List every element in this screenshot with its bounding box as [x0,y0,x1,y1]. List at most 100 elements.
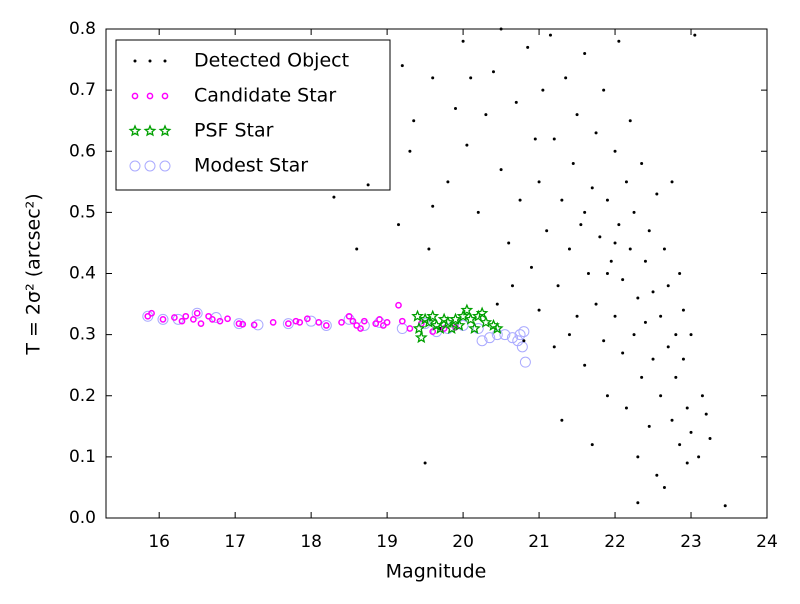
data-point [472,323,484,335]
data-point [519,356,531,368]
data-point [516,341,528,353]
data-point [157,313,169,325]
data-point [651,290,655,294]
x-tick-label: 18 [300,532,322,552]
data-point [252,319,264,331]
data-point [613,241,617,245]
data-point [376,315,383,323]
data-point [700,394,704,398]
data-point [468,321,481,334]
data-point [239,320,247,328]
data-point [514,100,518,104]
data-point [564,76,568,80]
data-point [366,183,370,187]
data-point [617,39,621,43]
data-point [461,39,465,43]
x-tick-label: 21 [528,532,550,552]
data-point [659,394,663,398]
legend-box [115,39,391,191]
data-point [178,317,186,325]
data-point [689,430,693,434]
data-point [643,259,647,263]
data-point [446,180,450,184]
data-point [632,210,636,214]
data-point [647,424,651,428]
data-point [476,335,488,347]
data-point [545,229,549,233]
y-tick-label: 0.8 [69,19,96,39]
data-point [476,210,480,214]
data-point [529,265,533,269]
data-point [632,333,636,337]
data-point [349,317,357,325]
data-point [441,315,455,328]
data-point [507,241,511,245]
data-point [697,455,701,459]
data-point [624,406,628,410]
legend-marker [161,92,169,100]
data-point [541,88,545,92]
data-point [355,247,359,251]
data-point [414,330,428,344]
data-point [613,314,617,318]
x-tick-label: 20 [452,532,474,552]
data-point [662,247,666,251]
data-point [224,315,231,323]
data-point [621,351,625,355]
data-point [548,33,552,37]
data-point [332,195,336,199]
data-point [429,328,437,335]
data-point [636,501,640,505]
y-tick-label: 0.4 [69,264,96,284]
data-point [479,315,493,328]
data-point [490,321,504,334]
data-point [427,247,431,251]
data-point [605,394,609,398]
data-point [659,314,663,318]
legend-marker [133,59,137,63]
data-point [636,455,640,459]
data-point [282,318,294,330]
data-point [628,247,632,251]
data-point [605,198,609,202]
y-tick-label: 0.5 [69,202,96,222]
data-point [510,284,514,288]
data-point [605,272,609,275]
x-tick-label: 19 [376,532,398,552]
data-point [303,315,311,323]
data-point [670,180,674,184]
x-tick-label: 17 [224,532,246,552]
x-tick-label: 23 [680,532,702,552]
data-point [590,443,594,447]
y-tick-label: 0.0 [69,508,96,528]
data-point [552,137,556,141]
data-point [412,119,416,123]
data-point [613,149,617,153]
y-tick-label: 0.3 [69,325,96,345]
data-point [464,312,478,325]
data-point [723,504,727,508]
x-tick-label: 24 [756,532,778,552]
data-point [233,318,245,330]
data-point [685,406,689,410]
data-point [640,161,644,165]
data-point [338,319,345,326]
data-point [598,235,602,239]
data-point [395,301,402,309]
y-tick-label: 0.6 [69,141,96,161]
data-point [499,27,503,31]
data-point [357,325,364,332]
data-point [583,363,587,367]
data-point [526,45,530,49]
data-point [440,325,448,332]
data-point [235,320,243,327]
data-point [685,461,689,465]
legend-marker [131,92,139,100]
data-point [191,307,203,319]
data-point [552,345,556,349]
data-point [431,76,435,80]
data-point [594,302,598,306]
data-point [171,314,178,321]
data-point [383,319,391,326]
